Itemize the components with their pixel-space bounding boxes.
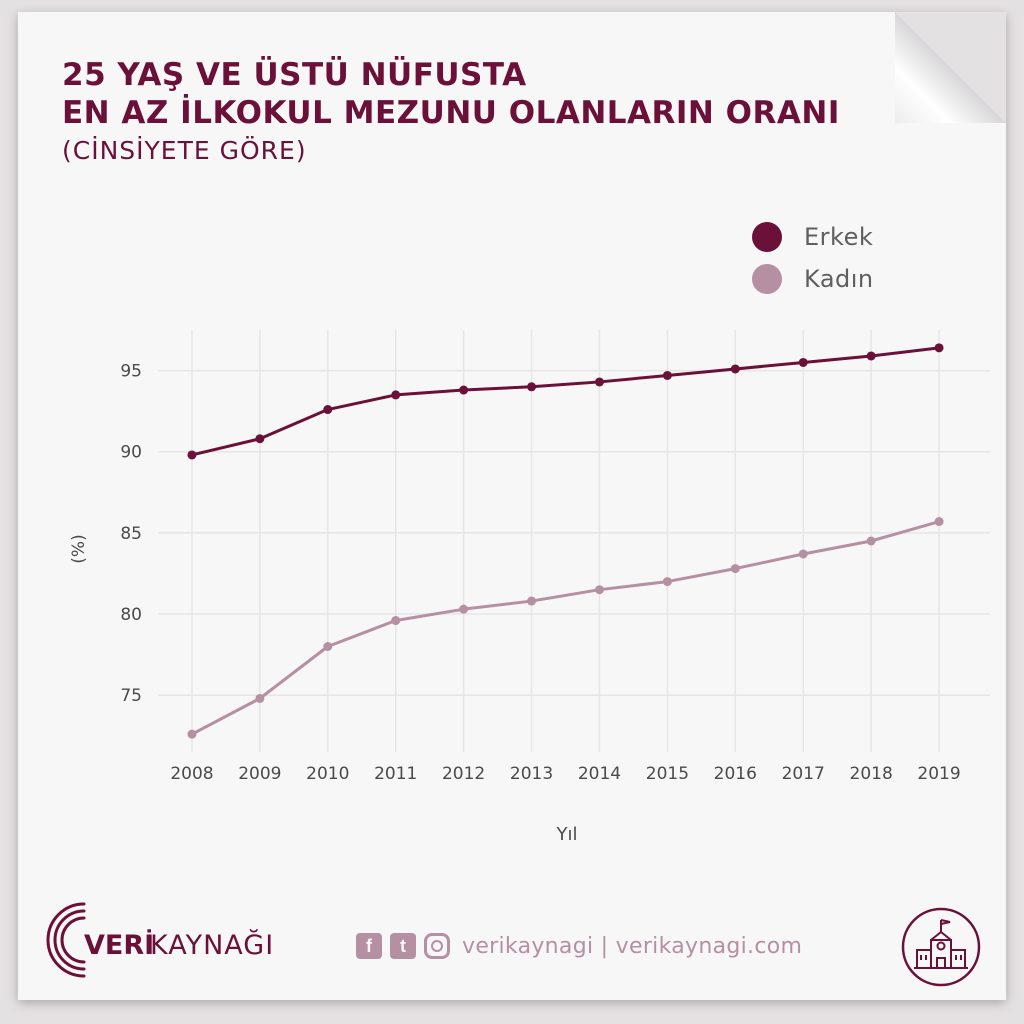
data-point-erkek	[527, 382, 537, 392]
title-line-1: 25 YAŞ VE ÜSTÜ NÜFUSTA	[62, 57, 527, 93]
data-point-kadin	[527, 596, 537, 606]
series-line-erkek	[191, 346, 940, 457]
data-point-kadin	[187, 729, 197, 739]
x-tick-label: 2014	[578, 764, 621, 784]
social-handle[interactable]: verikaynagi | verikaynagi.com	[462, 933, 803, 959]
veri-kaynagi-logo: VERİ KAYNAĞI	[46, 902, 274, 978]
x-tick-label: 2013	[510, 764, 553, 784]
axis-layer: 2008 2009 2010 2011 2012 2013 2014 2015 2016 2017…	[120, 362, 960, 784]
data-point-erkek	[391, 390, 401, 400]
data-point-kadin	[798, 549, 808, 559]
x-axis-label: Yıl	[556, 824, 578, 845]
data-point-kadin	[323, 642, 333, 651]
legend-item-erkek: Erkek	[752, 216, 874, 258]
x-tick-label: 2008	[170, 764, 213, 784]
grid-layer	[158, 330, 990, 752]
x-tick-label: 2015	[646, 764, 689, 784]
legend-dot-erkek	[752, 222, 782, 252]
y-tick-label: 85	[120, 524, 142, 544]
y-tick-label: 75	[120, 686, 142, 706]
data-point-erkek	[662, 370, 672, 380]
y-tick-label: 80	[120, 605, 142, 625]
data-point-kadin	[934, 517, 944, 527]
school-building-icon	[901, 907, 981, 987]
y-tick-label: 95	[120, 362, 142, 382]
data-point-erkek	[866, 351, 876, 361]
data-point-erkek	[594, 377, 604, 387]
x-tick-label: 2019	[917, 764, 960, 784]
x-tick-label: 2012	[442, 764, 485, 784]
data-point-kadin	[730, 564, 740, 574]
paper-background	[18, 12, 1006, 1000]
data-point-kadin	[459, 604, 469, 614]
data-point-kadin	[662, 577, 672, 587]
x-tick-label: 2018	[850, 764, 893, 784]
data-point-erkek	[730, 364, 740, 374]
data-point-kadin	[866, 536, 876, 546]
data-point-erkek	[187, 450, 197, 460]
legend-label-erkek: Erkek	[804, 223, 874, 251]
legend-dot-kadin	[752, 264, 782, 294]
data-point-kadin	[255, 693, 265, 703]
data-point-erkek	[323, 405, 333, 415]
series-line-kadin	[191, 520, 940, 736]
x-tick-label: 2011	[374, 764, 417, 784]
twitter-icon[interactable]: t	[390, 933, 416, 959]
data-point-erkek	[934, 343, 944, 353]
legend: Erkek Kadın	[752, 216, 874, 300]
chart-subtitle: (CİNSİYETE GÖRE)	[62, 136, 307, 165]
x-tick-label: 2009	[238, 764, 281, 784]
series-layer	[187, 343, 944, 739]
legend-label-kadin: Kadın	[804, 265, 874, 293]
instagram-icon[interactable]	[424, 933, 450, 959]
logo-text-bold: VERİ	[84, 929, 154, 961]
logo-text-light: KAYNAĞI	[150, 929, 274, 961]
x-tick-label: 2016	[714, 764, 757, 784]
data-point-kadin	[391, 616, 401, 626]
facebook-icon[interactable]: f	[356, 933, 382, 959]
x-tick-label: 2010	[306, 764, 349, 784]
x-tick-label: 2017	[782, 764, 825, 784]
data-point-erkek	[255, 434, 265, 444]
data-point-erkek	[459, 385, 469, 395]
y-tick-label: 90	[120, 443, 142, 463]
y-axis-label: (%)	[69, 534, 89, 563]
social-links: f t verikaynagi | verikaynagi.com	[356, 933, 802, 959]
data-point-erkek	[798, 357, 808, 367]
title-line-2: EN AZ İLKOKUL MEZUNU OLANLARIN ORANI	[62, 95, 840, 131]
chart-title: 25 YAŞ VE ÜSTÜ NÜFUSTA EN AZ İLKOKUL MEZ…	[62, 56, 840, 132]
data-point-kadin	[594, 585, 604, 595]
legend-item-kadin: Kadın	[752, 258, 874, 300]
